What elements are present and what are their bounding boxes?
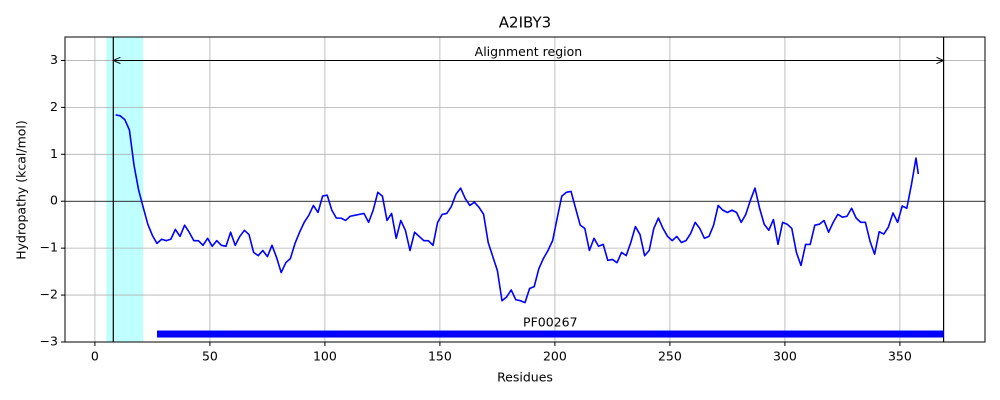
- domain-label: PF00267: [523, 315, 578, 330]
- y-tick-label: 0: [50, 193, 58, 208]
- x-tick-label: 200: [543, 349, 567, 364]
- x-tick-label: 300: [773, 349, 797, 364]
- hydropathy-line: [115, 114, 920, 304]
- x-tick-label: 50: [202, 349, 218, 364]
- y-tick-label: 1: [50, 146, 58, 161]
- y-tick-label: −3: [40, 334, 58, 349]
- domain-bar: [157, 330, 944, 338]
- alignment-label: Alignment region: [475, 44, 583, 59]
- y-tick-label: −2: [40, 287, 58, 302]
- x-tick-label: 100: [313, 349, 337, 364]
- highlight-span: [106, 37, 144, 342]
- chart-title: A2IBY3: [499, 14, 551, 32]
- x-tick-label: 150: [428, 349, 452, 364]
- plot-frame: [64, 36, 986, 343]
- y-axis-label: Hydropathy (kcal/mol): [14, 120, 29, 260]
- x-tick-label: 350: [888, 349, 912, 364]
- x-tick-label: 0: [91, 349, 99, 364]
- x-axis-label: Residues: [497, 370, 553, 385]
- y-tick-label: 2: [50, 99, 58, 114]
- x-tick-label: 250: [658, 349, 682, 364]
- y-tick-label: 3: [50, 52, 58, 67]
- y-tick-label: −1: [40, 240, 58, 255]
